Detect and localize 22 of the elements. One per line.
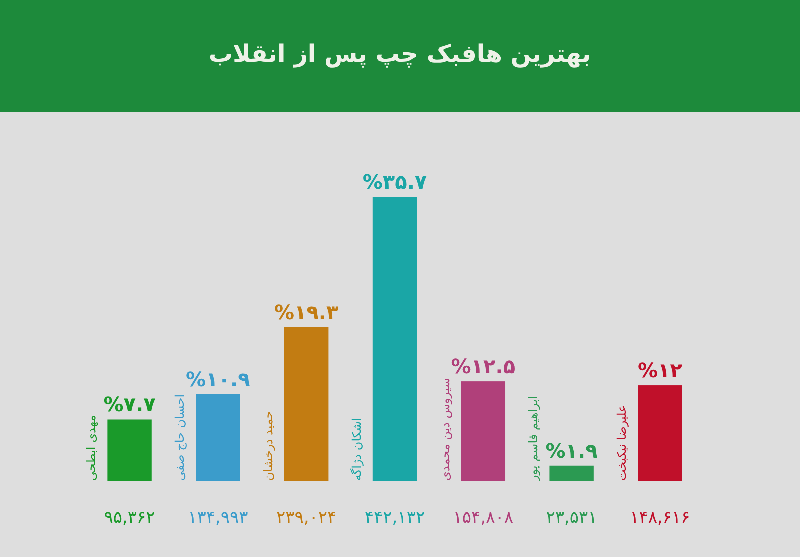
x-tick-label: مهدی ابطحی (84, 415, 99, 481)
text: ۲۳,۵۳۱ (546, 508, 598, 528)
x-tick-label: حمید درخشان (261, 411, 276, 481)
x-tick-label: علیرضا نیکبخت (615, 405, 630, 481)
text: ۱۳۴,۹۹۳ (188, 508, 248, 528)
data-label: %۱۲ (638, 358, 682, 383)
data-label: %۱۲.۵ (451, 354, 516, 379)
data-label: %۳۵.۷ (362, 170, 428, 194)
x-tick-label: احسان حاج صفی (173, 394, 188, 481)
chart-title: بهترین هافبک چپ پس از انقلاب (208, 40, 592, 68)
text: ۲۳۹,۰۲۴ (276, 508, 337, 528)
data-label: %۷.۷ (104, 392, 156, 417)
text: ۱۵۴,۸۰۸ (453, 508, 514, 528)
x-tick-label: ابراهیم قاسم پور (526, 396, 541, 482)
data-label: %۱۰.۹ (186, 367, 250, 392)
text: ۱۴۸,۶۱۶ (630, 508, 690, 528)
data-label: %۱.۹ (546, 438, 598, 463)
data-label: %۱۹.۳ (274, 300, 339, 324)
text: ۴۴۲,۱۳۲ (364, 508, 426, 528)
x-tick-label: اشکان دژاگه (350, 418, 364, 481)
text: ۹۵,۳۶۲ (104, 508, 156, 528)
x-tick-label: سیروس دین محمدی (438, 378, 452, 481)
